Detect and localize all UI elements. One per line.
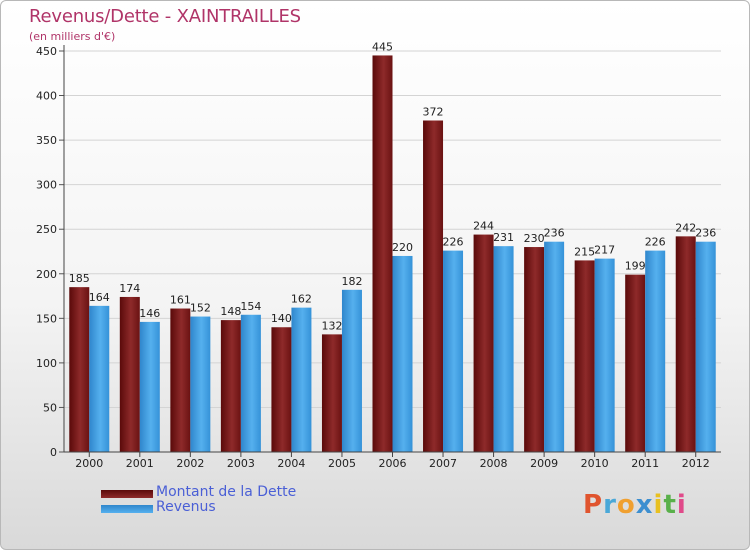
data-label-revenus: 236: [544, 227, 565, 240]
logo-letter: x: [635, 490, 654, 520]
x-tick-label: 2007: [429, 457, 457, 470]
legend-label-debt: Montant de la Dette: [156, 484, 297, 500]
x-tick-label: 2009: [530, 457, 558, 470]
bar-debt: [372, 55, 393, 452]
chart-title: Revenus/Dette - XAINTRAILLES: [29, 6, 301, 27]
y-tick-label: 400: [36, 90, 57, 103]
bar-revenus: [341, 289, 362, 452]
bar-revenus: [139, 321, 160, 452]
bar-revenus: [89, 305, 110, 452]
y-tick-label: 300: [36, 179, 57, 192]
y-tick-label: 50: [43, 401, 57, 414]
bar-debt: [220, 320, 241, 452]
x-tick-label: 2006: [379, 457, 407, 470]
data-label-revenus: 236: [695, 227, 716, 240]
bar-debt: [574, 260, 595, 452]
bar-revenus: [493, 246, 514, 452]
y-tick-label: 250: [36, 223, 57, 236]
bar-debt: [423, 120, 444, 453]
x-axis: 2000 2001 2002 2003 2004 2005 2006 2007 2008 2009…: [64, 451, 721, 470]
data-label-debt: 140: [271, 312, 292, 325]
bar-revenus: [544, 241, 565, 452]
bar-debt: [321, 334, 342, 452]
data-label-debt: 244: [473, 220, 494, 233]
data-label-revenus: 220: [392, 241, 413, 254]
data-label-debt: 199: [625, 260, 646, 273]
logo-letter: t: [663, 490, 677, 520]
data-label-debt: 148: [220, 305, 241, 318]
data-label-revenus: 217: [594, 244, 615, 257]
logo-letter: i: [676, 490, 687, 520]
data-label-debt: 372: [423, 106, 444, 119]
bar-debt: [473, 234, 494, 452]
data-label-revenus: 226: [645, 236, 666, 249]
y-tick-label: 0: [50, 446, 57, 459]
bar-debt: [524, 247, 545, 452]
x-tick-label: 2003: [227, 457, 255, 470]
data-label-revenus: 182: [341, 275, 362, 288]
bar-revenus: [240, 314, 261, 452]
x-tick-label: 2010: [581, 457, 609, 470]
bar-debt: [625, 274, 646, 452]
data-label-debt: 215: [574, 245, 595, 258]
chart-subtitle: (en milliers d'€): [29, 30, 116, 43]
data-label-revenus: 152: [190, 302, 211, 315]
bar-revenus: [645, 250, 666, 452]
bar-revenus: [443, 250, 464, 452]
y-tick-label: 350: [36, 134, 57, 147]
legend-swatch-debt: [101, 490, 153, 498]
logo-letter: o: [616, 490, 636, 520]
data-label-debt: 132: [321, 319, 342, 332]
data-label-debt: 445: [372, 40, 393, 53]
data-label-revenus: 226: [443, 236, 464, 249]
y-tick-label: 450: [36, 45, 57, 58]
y-tick-label: 100: [36, 357, 57, 370]
bar-revenus: [190, 316, 211, 452]
logo-letter: r: [603, 490, 617, 520]
x-tick-label: 2008: [480, 457, 508, 470]
bars: [69, 55, 716, 453]
legend-swatch-revenus: [101, 505, 153, 513]
data-label-debt: 174: [119, 282, 140, 295]
x-tick-label: 2012: [682, 457, 710, 470]
data-label-revenus: 162: [291, 293, 312, 306]
x-tick-label: 2005: [328, 457, 356, 470]
bar-debt: [675, 236, 696, 452]
x-tick-label: 2001: [126, 457, 154, 470]
data-label-debt: 242: [675, 221, 696, 234]
bar-debt: [119, 296, 140, 452]
x-tick-label: 2011: [631, 457, 659, 470]
bar-debt: [170, 308, 191, 452]
data-label-revenus: 231: [493, 231, 514, 244]
x-tick-label: 2002: [176, 457, 204, 470]
x-tick-label: 2004: [277, 457, 305, 470]
logo-letter: P: [583, 490, 604, 520]
data-label-debt: 161: [170, 294, 191, 307]
y-tick-label: 200: [36, 268, 57, 281]
data-label-debt: 230: [524, 232, 545, 245]
y-tick-label: 150: [36, 312, 57, 325]
bar-debt: [271, 327, 292, 452]
data-label-revenus: 146: [139, 307, 160, 320]
x-tick-label: 2000: [75, 457, 103, 470]
data-label-revenus: 154: [240, 300, 261, 313]
data-label-revenus: 164: [89, 291, 110, 304]
bar-revenus: [594, 258, 615, 452]
bar-revenus: [695, 241, 716, 452]
y-axis: 0 50 100 150 200 250 300 350 400 450: [36, 45, 65, 459]
proxiti-logo: Proxiti: [583, 490, 687, 520]
bar-debt: [69, 287, 90, 452]
data-label-debt: 185: [69, 272, 90, 285]
bar-revenus: [291, 307, 312, 452]
bar-revenus: [392, 255, 413, 452]
legend-label-revenus: Revenus: [156, 499, 216, 515]
logo-letter: i: [653, 490, 664, 520]
